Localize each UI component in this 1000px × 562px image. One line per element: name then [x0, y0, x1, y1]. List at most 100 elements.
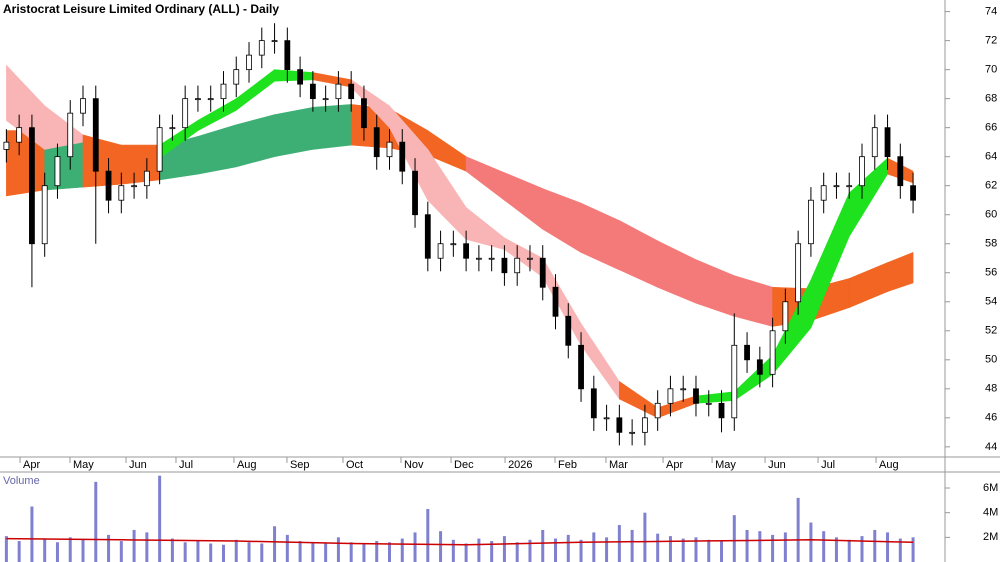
- volume-bar: [796, 497, 800, 562]
- candle-body: [808, 199, 814, 245]
- volume-bar: [720, 541, 724, 562]
- volume-bar: [298, 541, 302, 562]
- candle-body: [756, 359, 763, 375]
- volume-ma-line: [6, 537, 914, 546]
- y-tick-label: 58: [985, 238, 997, 250]
- volume-bar: [911, 537, 915, 562]
- volume-bar: [579, 539, 583, 562]
- volume-tick-label: 6M: [983, 482, 998, 494]
- volume-tick-label: 4M: [983, 507, 998, 519]
- volume-bar: [247, 542, 251, 562]
- volume-bar: [285, 534, 289, 562]
- candle-body: [80, 98, 86, 114]
- candle-body: [616, 417, 623, 433]
- candle-body: [514, 257, 521, 274]
- candle-body: [284, 40, 291, 71]
- candle-body: [41, 185, 48, 245]
- y-tick-label: 62: [985, 180, 997, 192]
- candle-body: [399, 141, 406, 172]
- volume-bar: [707, 539, 711, 562]
- band-segment: [274, 106, 314, 158]
- candle-body: [846, 185, 853, 188]
- volume-bar: [732, 515, 736, 562]
- volume-bar: [119, 541, 123, 562]
- y-tick-label: 46: [985, 412, 997, 424]
- y-tick-label: 68: [985, 93, 997, 105]
- volume-bar: [898, 538, 902, 562]
- x-tick-label: May: [73, 459, 94, 471]
- volume-bar: [554, 538, 558, 562]
- candle-body: [258, 40, 265, 56]
- candle-body: [859, 156, 865, 187]
- candle-body: [297, 69, 304, 85]
- x-tick-label: May: [715, 459, 736, 471]
- candle-body: [335, 83, 342, 100]
- candle-body: [412, 170, 418, 216]
- candle-body: [769, 330, 776, 375]
- candle-body: [16, 127, 23, 143]
- candle-body: [705, 402, 712, 405]
- candle-body: [795, 243, 802, 303]
- volume-bar: [439, 531, 443, 562]
- band-segment: [312, 104, 352, 150]
- candle-body: [386, 141, 393, 158]
- band-segment: [887, 251, 914, 293]
- candle-body: [820, 185, 827, 201]
- volume-bar: [349, 542, 353, 562]
- volume-bar: [490, 541, 494, 562]
- candle-body: [373, 127, 380, 158]
- chart-title: Aristocrat Leisure Limited Ordinary (ALL…: [3, 2, 279, 16]
- candle-body: [437, 243, 444, 259]
- volume-bar: [94, 481, 98, 562]
- volume-bar: [771, 534, 775, 562]
- volume-bar: [196, 541, 200, 562]
- candle-body: [667, 388, 674, 404]
- y-tick-label: 52: [985, 325, 997, 337]
- y-tick-label: 60: [985, 209, 997, 221]
- volume-bar: [809, 522, 813, 562]
- y-tick-label: 72: [985, 35, 997, 47]
- volume-bar: [617, 525, 621, 562]
- x-tick-label: Dec: [454, 459, 474, 471]
- candle-body: [131, 185, 137, 188]
- candle-body: [463, 243, 470, 259]
- candle-body: [361, 98, 367, 129]
- candle-body: [565, 315, 572, 346]
- volume-bar: [426, 508, 430, 562]
- volume-bar: [502, 536, 506, 562]
- candle-body: [29, 127, 35, 245]
- volume-bar: [873, 529, 877, 562]
- volume-bar: [55, 542, 59, 562]
- volume-bar: [400, 538, 404, 562]
- volume-bar: [387, 542, 391, 562]
- volume-bar: [528, 539, 532, 562]
- y-tick-label: 48: [985, 383, 997, 395]
- volume-bar: [630, 529, 634, 562]
- candle-body: [731, 344, 738, 419]
- price-panel: [3, 23, 916, 446]
- volume-bar: [758, 531, 762, 562]
- volume-bar: [592, 532, 596, 562]
- x-tick-label: Jun: [768, 459, 786, 471]
- candle-body: [680, 388, 687, 391]
- volume-bar: [336, 537, 340, 562]
- candle-body: [603, 417, 610, 420]
- volume-bar: [30, 506, 34, 562]
- candle-body: [693, 388, 699, 404]
- candle-body: [220, 83, 227, 100]
- volume-bar: [81, 539, 85, 562]
- candle-body: [271, 40, 278, 43]
- candle-body: [118, 185, 125, 201]
- candle-body: [322, 98, 329, 101]
- candle-body: [654, 402, 661, 419]
- candle-body: [450, 243, 457, 246]
- candle-body: [156, 127, 163, 172]
- candle-body: [488, 257, 495, 260]
- candle-body: [629, 431, 636, 434]
- volume-label: Volume: [3, 475, 40, 487]
- x-tick-label: Jun: [129, 459, 147, 471]
- volume-bar: [783, 532, 787, 562]
- candle-body: [195, 98, 201, 101]
- y-tick-label: 70: [985, 64, 997, 76]
